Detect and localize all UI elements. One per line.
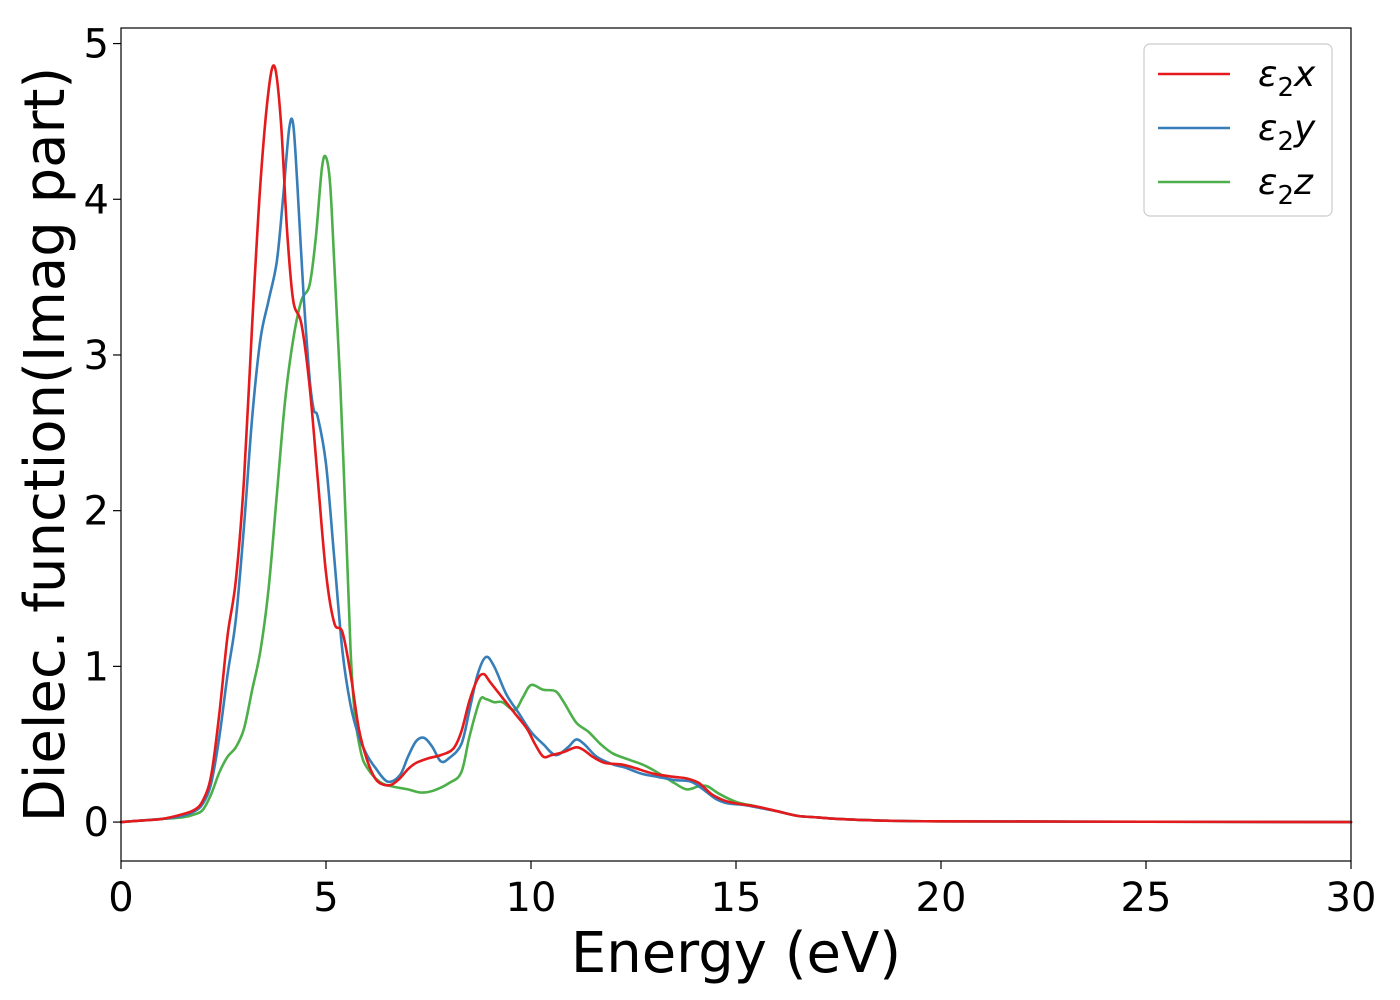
x-tick-label: 20 <box>916 875 967 921</box>
legend-label-eps2y: ε2y <box>1258 108 1316 157</box>
x-axis-label: Energy (eV) <box>571 921 901 986</box>
legend-label-eps2z: ε2z <box>1258 162 1314 211</box>
x-tick-label: 10 <box>506 875 557 921</box>
legend-symbol: ε <box>1258 108 1277 149</box>
legend-component: z <box>1293 162 1314 203</box>
legend-subscript: 2 <box>1277 127 1294 157</box>
x-tick-label: 5 <box>313 875 338 921</box>
y-tick-label: 0 <box>84 800 109 846</box>
y-tick-label: 5 <box>84 22 109 68</box>
legend-symbol: ε <box>1258 54 1277 95</box>
legend-box <box>1143 43 1333 217</box>
legend-component: y <box>1293 108 1316 149</box>
legend-subscript: 2 <box>1277 181 1294 211</box>
legend-symbol: ε <box>1258 162 1277 203</box>
legend-component: x <box>1293 54 1316 95</box>
y-tick-label: 4 <box>84 177 109 223</box>
legend-label-eps2x: ε2x <box>1258 54 1316 103</box>
series-line-eps2x <box>119 64 1353 824</box>
x-tick-label: 30 <box>1326 875 1377 921</box>
legend-subscript: 2 <box>1277 73 1294 103</box>
x-tick-label: 25 <box>1121 875 1172 921</box>
y-axis-label: Dielec. function(Imag part) <box>13 67 78 823</box>
series-line-eps2z <box>119 154 1353 824</box>
x-tick-label: 0 <box>108 875 133 921</box>
y-tick-label: 1 <box>84 644 109 690</box>
x-axis-ticks: 0 5 10 15 20 25 30 <box>108 861 1376 921</box>
x-tick-label: 15 <box>711 875 762 921</box>
series-layer <box>119 64 1353 824</box>
y-tick-label: 3 <box>84 333 109 379</box>
y-axis-ticks: 0 1 2 3 4 5 <box>84 22 121 846</box>
series-line-eps2y <box>119 117 1353 824</box>
y-tick-label: 2 <box>84 489 109 535</box>
